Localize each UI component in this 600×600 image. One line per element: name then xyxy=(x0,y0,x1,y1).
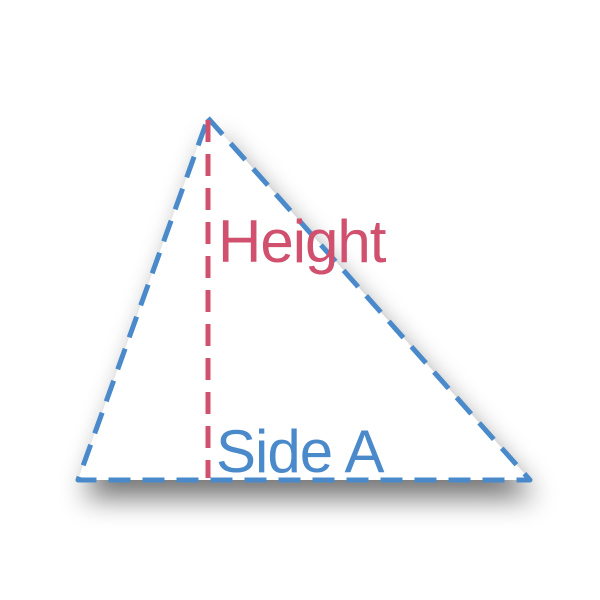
height-label: Height xyxy=(218,208,387,275)
triangle-outline xyxy=(75,115,533,483)
triangle-fill xyxy=(78,118,530,480)
side-a-label: Side A xyxy=(216,418,384,485)
